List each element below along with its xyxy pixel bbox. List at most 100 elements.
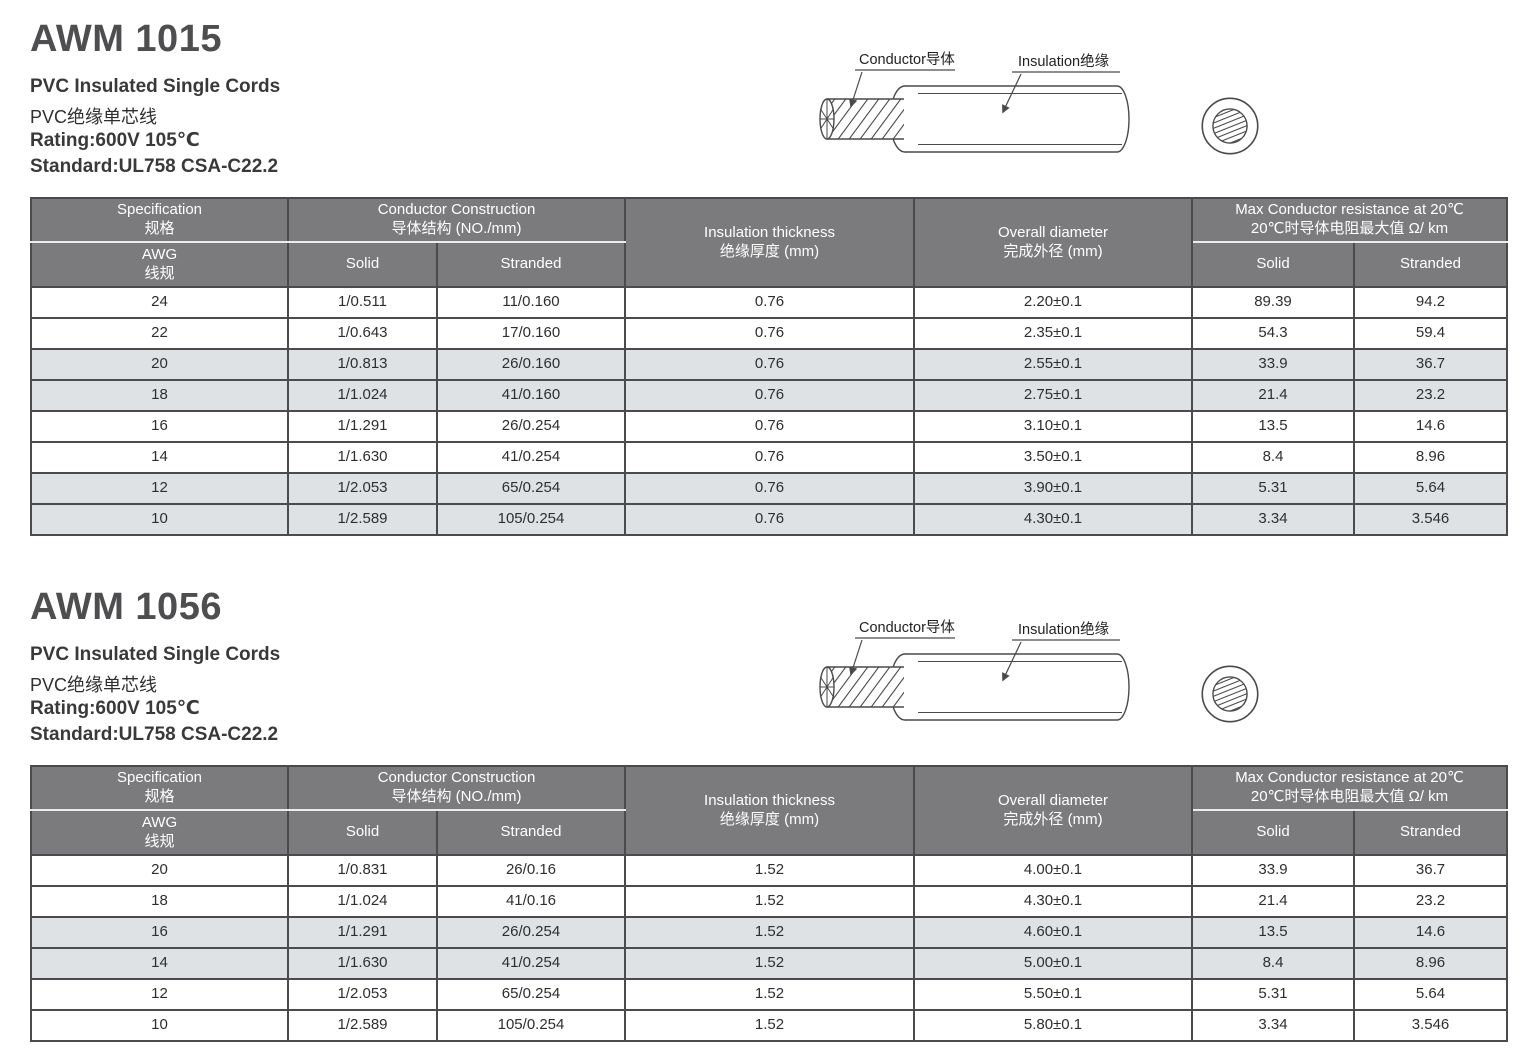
col-header-label-zh: 导体结构 (NO./mm) (391, 220, 522, 237)
spec-table-awm-1015: Specification 规格 Conductor Construction … (30, 197, 1508, 536)
cell-res_solid: 33.9 (1191, 348, 1355, 381)
col-header-max-resistance: Max Conductor resistance at 20℃ 20℃时导体电阻… (1191, 197, 1508, 243)
cable-cross-section-diagram (1201, 97, 1259, 155)
table-body: 24 1/0.511 11/0.160 0.76 2.20±0.1 89.39 94.2 22… (30, 286, 1508, 536)
col-header-label: Specification (116, 201, 203, 219)
cell-res_stranded: 14.6 (1353, 410, 1508, 443)
col-header-insulation-thickness: Insulation thickness 绝缘厚度 (mm) (624, 197, 915, 288)
cell-diameter: 3.10±0.1 (913, 410, 1193, 443)
table-row: 14 1/1.630 41/0.254 0.76 3.50±0.1 8.4 8.96 (30, 441, 1508, 474)
table-body: 20 1/0.831 26/0.16 1.52 4.00±0.1 33.9 36.7 18 1/… (30, 854, 1508, 1042)
cell-res_solid: 8.4 (1191, 441, 1355, 474)
cell-diameter: 2.35±0.1 (913, 317, 1193, 350)
cell-solid: 1/1.630 (287, 441, 438, 474)
col-header-solid: Solid (287, 809, 438, 856)
subtitle-en: PVC Insulated Single Cords (30, 76, 281, 97)
cell-stranded: 26/0.16 (436, 854, 626, 887)
col-header-resistance-stranded: Stranded (1353, 241, 1508, 288)
cell-stranded: 65/0.254 (436, 472, 626, 505)
section-awm-1056: AWM 1056 PVC Insulated Single Cords PVC绝… (0, 568, 1536, 1064)
conductor-callout (849, 69, 955, 108)
subtitle-zh: PVC绝缘单芯线 (30, 675, 158, 695)
cell-res_solid: 13.5 (1191, 410, 1355, 443)
col-header-insulation-thickness: Insulation thickness 绝缘厚度 (mm) (624, 765, 915, 856)
cell-res_stranded: 3.546 (1353, 503, 1508, 536)
cell-diameter: 4.30±0.1 (913, 885, 1193, 918)
cell-stranded: 11/0.160 (436, 286, 626, 319)
col-header-label: Insulation thickness (704, 791, 835, 809)
cell-solid: 1/0.831 (287, 854, 438, 887)
cell-res_stranded: 8.96 (1353, 947, 1508, 980)
cell-awg: 16 (30, 410, 289, 443)
col-header-label-zh: 绝缘厚度 (mm) (719, 242, 820, 260)
cell-diameter: 5.50±0.1 (913, 978, 1193, 1011)
col-header-label-zh: 完成外径 (mm) (1003, 242, 1103, 260)
cell-res_stranded: 3.546 (1353, 1009, 1508, 1042)
col-header-label-zh: 规格 (144, 788, 175, 805)
col-header-label: AWG (141, 245, 178, 263)
cell-solid: 1/1.024 (287, 379, 438, 412)
cell-stranded: 41/0.160 (436, 379, 626, 412)
col-header-stranded: Stranded (436, 809, 626, 856)
table-header: Specification 规格 Conductor Construction … (30, 765, 1508, 856)
cell-res_stranded: 23.2 (1353, 885, 1508, 918)
cell-stranded: 26/0.254 (436, 916, 626, 949)
section-awm-1015: AWM 1015 PVC Insulated Single Cords PVC绝… (30, 18, 1508, 536)
cell-res_stranded: 5.64 (1353, 978, 1508, 1011)
col-header-resistance-stranded: Stranded (1353, 809, 1508, 856)
col-header-label: Conductor Construction (377, 201, 536, 219)
cell-solid: 1/0.511 (287, 286, 438, 319)
cell-diameter: 4.30±0.1 (913, 503, 1193, 536)
cell-diameter: 2.20±0.1 (913, 286, 1193, 319)
table-row: 18 1/1.024 41/0.160 0.76 2.75±0.1 21.4 23.2 (30, 379, 1508, 412)
col-header-overall-diameter: Overall diameter 完成外径 (mm) (913, 765, 1193, 856)
cell-diameter: 5.80±0.1 (913, 1009, 1193, 1042)
cell-awg: 14 (30, 441, 289, 474)
conductor-label: Conductor导体 (859, 619, 955, 636)
table-row: 10 1/2.589 105/0.254 1.52 5.80±0.1 3.34 3.546 (30, 1009, 1508, 1042)
table-row: 20 1/0.831 26/0.16 1.52 4.00±0.1 33.9 36.7 (30, 854, 1508, 887)
insulation-label: Insulation绝缘 (1018, 53, 1109, 70)
table-row: 24 1/0.511 11/0.160 0.76 2.20±0.1 89.39 94.2 (30, 286, 1508, 319)
col-header-resistance-solid: Solid (1191, 241, 1355, 288)
cell-diameter: 2.55±0.1 (913, 348, 1193, 381)
cell-res_stranded: 36.7 (1353, 348, 1508, 381)
page-title: AWM 1056 (30, 586, 222, 628)
cell-solid: 1/2.053 (287, 978, 438, 1011)
table-row: 12 1/2.053 65/0.254 1.52 5.50±0.1 5.31 5.64 (30, 978, 1508, 1011)
subtitle-zh: PVC绝缘单芯线 (30, 107, 158, 127)
spec-table-awm-1056: Specification 规格 Conductor Construction … (30, 765, 1508, 1042)
col-header-label-zh: 线规 (144, 264, 175, 282)
cell-thickness: 1.52 (624, 1009, 915, 1042)
cell-diameter: 4.60±0.1 (913, 916, 1193, 949)
col-header-label: Conductor Construction (377, 769, 536, 787)
cell-solid: 1/0.813 (287, 348, 438, 381)
col-header-label-zh: 导体结构 (NO./mm) (391, 788, 522, 805)
cell-stranded: 105/0.254 (436, 503, 626, 536)
cell-thickness: 0.76 (624, 286, 915, 319)
cable-diagram: Conductor导体 Insulation绝缘 (819, 619, 1130, 721)
cell-res_solid: 21.4 (1191, 379, 1355, 412)
cell-stranded: 26/0.254 (436, 410, 626, 443)
standard-line: Standard:UL758 CSA-C22.2 (30, 156, 279, 177)
cable-cross-section-diagram (1201, 665, 1259, 723)
col-header-conductor-construction: Conductor Construction 导体结构 (NO./mm) (287, 197, 626, 243)
cell-thickness: 1.52 (624, 854, 915, 887)
table-row: 18 1/1.024 41/0.16 1.52 4.30±0.1 21.4 23.2 (30, 885, 1508, 918)
col-header-label: Overall diameter (997, 791, 1109, 809)
table-row: 20 1/0.813 26/0.160 0.76 2.55±0.1 33.9 36.7 (30, 348, 1508, 381)
col-header-resistance-solid: Solid (1191, 809, 1355, 856)
table-row: 10 1/2.589 105/0.254 0.76 4.30±0.1 3.34 3.546 (30, 503, 1508, 536)
rating-line: Rating:600V 105℃ (30, 698, 200, 719)
cell-stranded: 41/0.254 (436, 947, 626, 980)
cell-solid: 1/1.291 (287, 916, 438, 949)
col-header-label-zh: 规格 (144, 220, 175, 237)
col-header-max-resistance: Max Conductor resistance at 20℃ 20℃时导体电阻… (1191, 765, 1508, 811)
cell-solid: 1/1.024 (287, 885, 438, 918)
cell-diameter: 3.90±0.1 (913, 472, 1193, 505)
col-header-awg: AWG 线规 (30, 241, 289, 288)
insulation-drawing (905, 85, 1130, 153)
cell-res_solid: 89.39 (1191, 286, 1355, 319)
table-row: 12 1/2.053 65/0.254 0.76 3.90±0.1 5.31 5.64 (30, 472, 1508, 505)
cell-solid: 1/2.589 (287, 503, 438, 536)
